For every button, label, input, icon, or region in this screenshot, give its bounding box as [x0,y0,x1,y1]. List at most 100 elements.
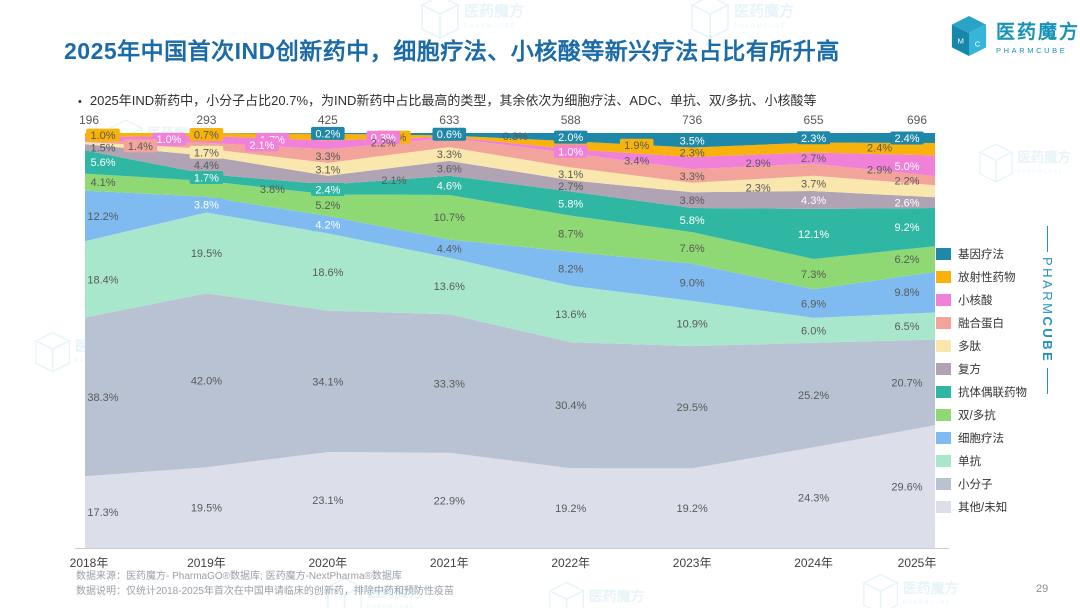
data-label: 1.5% [90,142,115,154]
legend-swatch [936,386,951,398]
logo-name-cn: 医药魔方 [996,22,1080,43]
data-label: 22.9% [434,495,465,507]
data-label: 3.3% [680,171,705,183]
data-label: 13.6% [434,281,465,293]
data-label: 3.3% [437,149,462,161]
data-label: 3.6% [437,163,462,175]
legend-swatch [936,363,951,375]
legend-label: 细胞疗法 [958,433,1004,445]
column-total: 425 [318,113,338,127]
side-brand-text: PHARMCUBE [1040,257,1055,364]
legend-label: 多肽 [958,341,981,353]
data-label: 2.3% [680,147,705,159]
data-label: 4.2% [315,220,340,232]
data-label: 4.3% [801,195,826,207]
data-label-box [152,132,186,146]
data-label: 5.6% [90,157,115,169]
legend-label: 基因疗法 [958,249,1004,261]
area-gene-therapy [85,133,935,148]
legend-item-fusion-protein: 融合蛋白 [936,315,1027,331]
legend-item-radiopharmaceutical: 放射性药物 [936,269,1027,285]
data-label: 3.7% [801,178,826,190]
data-label: 3.5% [680,135,705,147]
legend-label: 单抗 [958,456,981,468]
svg-text:M: M [958,37,964,46]
x-axis-label: 2024年 [794,556,833,570]
data-label: 3.8% [680,195,705,207]
data-label: 9.8% [894,287,919,299]
data-label: 2.1% [381,175,406,187]
data-label: 18.6% [312,267,343,279]
data-label: 2.9% [746,158,771,170]
data-label-box [366,130,401,144]
x-axis-label: 2018年 [70,556,109,570]
footer-notes: 数据来源：医药魔方- PharmaGO®数据库; 医药魔方-NextPharma… [76,569,454,599]
data-label-box [189,127,224,141]
data-label: 19.5% [191,248,222,260]
data-label-box [553,130,588,144]
x-axis-label: 2025年 [898,556,937,570]
x-axis-label: 2020年 [309,556,348,570]
legend-swatch [936,340,951,352]
data-label: 1.7% [194,173,219,185]
legend-label: 融合蛋白 [958,318,1004,330]
data-label: 4.4% [194,160,219,172]
data-label: 20.7% [891,377,922,389]
column-total: 696 [907,113,927,127]
side-brand-strip: PHARMCUBE [1040,226,1055,441]
data-label: 2.0% [558,132,583,144]
pharmcube-logo: M C 医药魔方 PHARMCUBE [950,14,1080,58]
legend-swatch [936,455,951,467]
legend-item-cell-therapy: 细胞疗法 [936,430,1027,446]
data-label: 2.6% [894,198,919,210]
data-label: 2.4% [315,184,340,196]
data-scope-note: 数据说明：仅统计2018-2025年首次在中国申请临床的创新药，排除中药和预防性… [76,586,454,597]
column-total: 196 [79,113,99,127]
data-label: 9.2% [894,222,919,234]
data-label: 2.3% [801,133,826,145]
data-label: 2.2% [371,138,396,150]
summary-bullet: • 2025年IND新药中，小分子占比20.7%，为IND新药中占比最高的类型，其… [78,90,958,109]
logo-name-en: PHARMCUBE [996,46,1068,55]
svg-text:C: C [975,39,981,48]
data-label: 4.1% [90,177,115,189]
legend-swatch [936,271,951,283]
data-label: 2.4% [867,143,892,155]
data-label: 17.3% [87,507,118,519]
data-label-box [553,144,588,158]
column-total: 633 [439,113,459,127]
data-label-box [311,218,345,232]
data-label: 19.2% [555,503,586,515]
data-label: 10.7% [434,212,465,224]
area-small-molecule [85,293,935,477]
stacked-area-chart: 196 2018年 293 2019年 425 2020年 633 2021年 588 2022年… [70,113,949,570]
data-label-box [123,139,158,153]
data-label-box [189,198,224,212]
legend-item-compound: 复方 [936,361,1027,377]
data-label: 13.6% [555,309,586,321]
legend-label: 双/多抗 [958,410,996,422]
data-label: 3.1% [315,164,340,176]
data-label: 3.1% [558,169,583,181]
data-label: 24.3% [798,493,829,505]
data-label: 1.9% [624,140,649,152]
data-label: 1.0% [90,130,115,142]
data-label: 0.2% [315,128,340,140]
legend-item-other-unknown: 其他/未知 [936,499,1027,515]
data-label: 12.2% [87,211,118,223]
x-axis-label: 2019年 [187,556,226,570]
data-label-box [86,128,120,142]
legend-swatch [936,294,951,306]
data-label: 3.8% [194,200,219,212]
data-label: 9.0% [680,277,705,289]
legend-label: 其他/未知 [958,502,1008,514]
area-small-nucleic-acid [85,135,935,177]
data-label-box [890,131,924,145]
x-axis-label: 2021年 [430,556,469,570]
data-label: 18.4% [87,274,118,286]
chart-legend: 基因疗法 放射性药物 小核酸 融合蛋白 多肽 复方 抗体偶联药物 双/多抗 细胞疗法 单抗 小分子其… [936,246,1027,515]
data-label: 2.7% [801,153,826,165]
data-label-box [432,127,467,141]
legend-swatch [936,501,951,513]
